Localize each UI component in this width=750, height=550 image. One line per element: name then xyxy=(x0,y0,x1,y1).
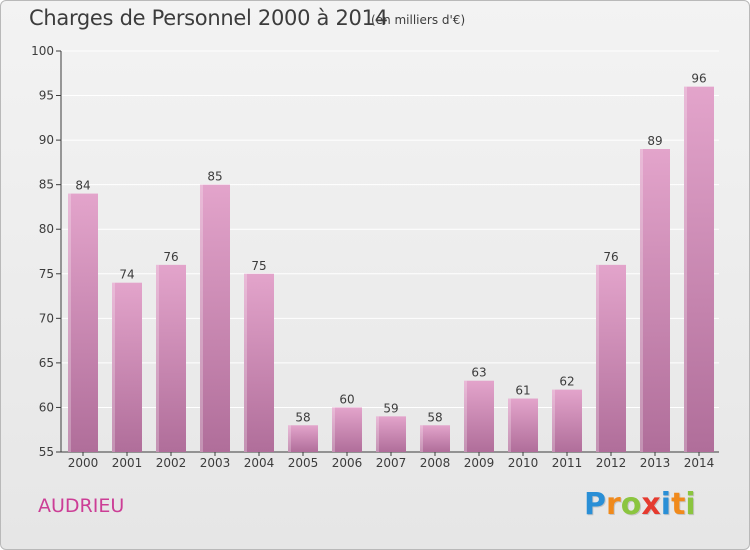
logo-letter: r xyxy=(606,487,621,522)
x-tick-label-2011: 2011 xyxy=(552,456,583,470)
bar-2011 xyxy=(552,389,582,452)
value-label-2010: 61 xyxy=(515,384,530,398)
y-tick-label: 70 xyxy=(39,311,54,325)
value-label-2003: 85 xyxy=(207,170,222,184)
y-tick-label: 95 xyxy=(39,89,54,103)
labels: 55 60 65 70 75 80 85 90 95 100 84 2000 74 2001 76 2002 8… xyxy=(31,44,714,470)
value-label-2002: 76 xyxy=(163,250,178,264)
bar-highlight xyxy=(376,416,379,452)
bars xyxy=(68,86,714,453)
bar-2013 xyxy=(640,149,670,452)
bar-highlight xyxy=(288,425,291,452)
logo-letter: P xyxy=(584,487,606,522)
y-tick-label: 100 xyxy=(31,44,54,58)
chart-subtitle: (en milliers d'€) xyxy=(371,13,466,27)
bar-2008 xyxy=(420,425,450,452)
value-label-2013: 89 xyxy=(647,134,662,148)
bar-highlight xyxy=(508,398,511,452)
value-label-2011: 62 xyxy=(559,375,574,389)
x-tick-label-2014: 2014 xyxy=(684,456,715,470)
bar-highlight xyxy=(332,407,335,452)
value-label-2012: 76 xyxy=(603,250,618,264)
logo-letter: o xyxy=(620,487,642,522)
logo-letter: x xyxy=(641,487,661,522)
commune-name: AUDRIEU xyxy=(38,495,125,517)
bar-highlight xyxy=(640,149,643,452)
x-tick-label-2003: 2003 xyxy=(200,456,231,470)
proxiti-logo: Proxiti xyxy=(584,487,696,522)
x-tick-label-2007: 2007 xyxy=(376,456,407,470)
bar-highlight xyxy=(464,380,467,452)
bar-2002 xyxy=(156,264,186,452)
x-tick-label-2001: 2001 xyxy=(112,456,143,470)
y-tick-label: 65 xyxy=(39,356,54,370)
value-label-2001: 74 xyxy=(119,268,134,282)
y-tick-label: 60 xyxy=(39,400,54,414)
bar-2003 xyxy=(200,184,230,452)
x-tick-label-2010: 2010 xyxy=(508,456,539,470)
bar-2009 xyxy=(464,380,494,452)
bar-2004 xyxy=(244,273,274,452)
value-label-2008: 58 xyxy=(427,410,442,424)
bar-highlight xyxy=(244,273,247,452)
logo-letter: i xyxy=(685,487,696,522)
bar-highlight xyxy=(420,425,423,452)
value-label-2014: 96 xyxy=(691,72,706,86)
bar-2014 xyxy=(684,86,714,453)
bar-2006 xyxy=(332,407,362,452)
bar-2012 xyxy=(596,264,626,452)
y-tick-label: 75 xyxy=(39,267,54,281)
bar-highlight xyxy=(684,86,687,453)
x-tick-label-2012: 2012 xyxy=(596,456,627,470)
logo-letter: i xyxy=(660,487,672,522)
value-label-2004: 75 xyxy=(251,259,266,273)
value-label-2006: 60 xyxy=(339,392,354,406)
value-label-2000: 84 xyxy=(75,179,90,193)
y-tick-label: 80 xyxy=(39,222,54,236)
bar-2000 xyxy=(68,193,98,453)
bar-highlight xyxy=(596,264,599,452)
x-tick-label-2002: 2002 xyxy=(156,456,187,470)
bar-highlight xyxy=(200,184,203,452)
x-tick-label-2005: 2005 xyxy=(288,456,319,470)
x-tick-label-2013: 2013 xyxy=(640,456,671,470)
y-tick-label: 55 xyxy=(39,445,54,459)
y-tick-label: 90 xyxy=(39,133,54,147)
chart-title: Charges de Personnel 2000 à 2014 xyxy=(29,6,388,30)
x-tick-label-2009: 2009 xyxy=(464,456,495,470)
value-label-2007: 59 xyxy=(383,401,398,415)
x-tick-label-2008: 2008 xyxy=(420,456,451,470)
value-label-2005: 58 xyxy=(295,410,310,424)
bar-2010 xyxy=(508,398,538,452)
bar-highlight xyxy=(552,389,555,452)
bar-highlight xyxy=(112,282,115,452)
x-tick-label-2006: 2006 xyxy=(332,456,363,470)
x-tick-label-2004: 2004 xyxy=(244,456,275,470)
logo-letter: t xyxy=(671,487,686,522)
x-tick-label-2000: 2000 xyxy=(68,456,99,470)
value-label-2009: 63 xyxy=(471,366,486,380)
y-tick-label: 85 xyxy=(39,178,54,192)
bar-2007 xyxy=(376,416,406,452)
bar-2005 xyxy=(288,425,318,452)
bar-2001 xyxy=(112,282,142,452)
bar-highlight xyxy=(68,193,71,453)
bar-highlight xyxy=(156,264,159,452)
